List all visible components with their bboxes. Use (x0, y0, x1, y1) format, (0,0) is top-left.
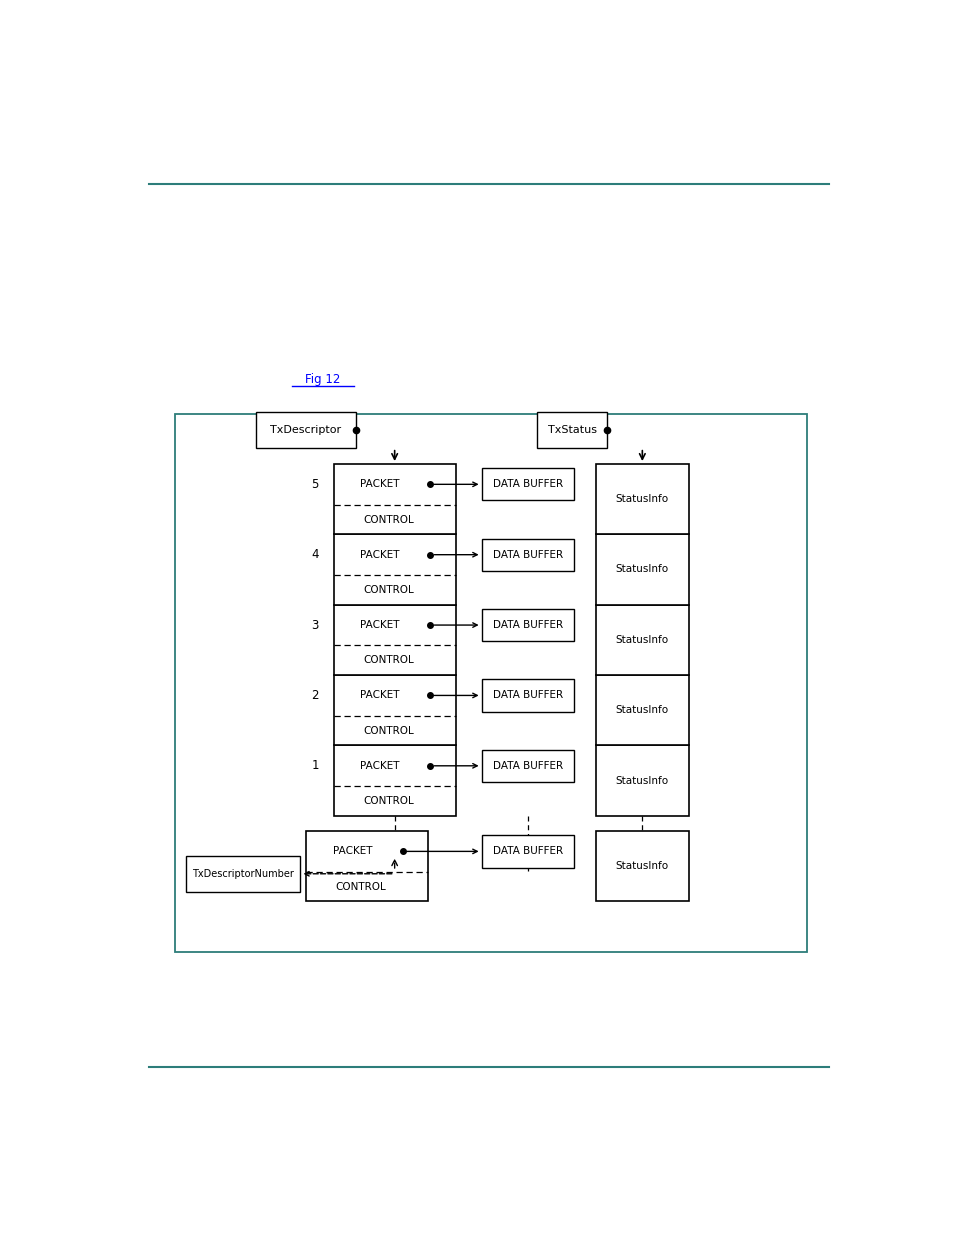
Text: CONTROL: CONTROL (363, 585, 414, 595)
Text: DATA BUFFER: DATA BUFFER (492, 550, 562, 559)
Bar (596, 831, 688, 902)
Text: StatusInfo: StatusInfo (615, 776, 668, 785)
Bar (596, 676, 688, 746)
Text: PACKET: PACKET (360, 690, 399, 700)
Text: PACKET: PACKET (360, 479, 399, 489)
Text: DATA BUFFER: DATA BUFFER (492, 761, 562, 771)
Text: CONTROL: CONTROL (363, 726, 414, 736)
Text: TxDescriptorNumber: TxDescriptorNumber (192, 868, 294, 879)
Text: Fig 12: Fig 12 (305, 373, 340, 385)
Text: StatusInfo: StatusInfo (615, 564, 668, 574)
Text: CONTROL: CONTROL (363, 797, 414, 806)
Bar (596, 535, 688, 605)
Bar (186, 856, 300, 892)
Bar (306, 831, 428, 902)
Bar (481, 679, 574, 711)
Bar (334, 746, 456, 816)
Bar (596, 605, 688, 676)
Text: 2: 2 (311, 689, 318, 701)
Bar (334, 535, 456, 605)
Bar (174, 415, 806, 952)
Text: CONTROL: CONTROL (335, 882, 386, 892)
Text: DATA BUFFER: DATA BUFFER (492, 846, 562, 856)
Bar (334, 464, 456, 535)
Bar (481, 609, 574, 641)
Text: StatusInfo: StatusInfo (615, 705, 668, 715)
Bar (255, 411, 355, 448)
Text: DATA BUFFER: DATA BUFFER (492, 620, 562, 630)
Text: PACKET: PACKET (333, 846, 372, 856)
Bar (596, 746, 688, 816)
Text: DATA BUFFER: DATA BUFFER (492, 690, 562, 700)
Text: StatusInfo: StatusInfo (615, 861, 668, 871)
Bar (481, 468, 574, 500)
Text: 5: 5 (312, 478, 318, 490)
Text: PACKET: PACKET (360, 761, 399, 771)
Bar (334, 605, 456, 676)
Text: DATA BUFFER: DATA BUFFER (492, 479, 562, 489)
Bar (596, 464, 688, 535)
Bar (334, 676, 456, 746)
Text: TxStatus: TxStatus (547, 425, 596, 435)
Bar (537, 411, 606, 448)
Text: CONTROL: CONTROL (363, 656, 414, 666)
Text: CONTROL: CONTROL (363, 515, 414, 525)
Text: 1: 1 (311, 760, 318, 772)
Text: PACKET: PACKET (360, 620, 399, 630)
Text: 3: 3 (312, 619, 318, 631)
Text: StatusInfo: StatusInfo (615, 494, 668, 504)
Text: 4: 4 (311, 548, 318, 561)
Text: PACKET: PACKET (360, 550, 399, 559)
Bar (481, 750, 574, 782)
Bar (481, 835, 574, 867)
Bar (481, 538, 574, 571)
Text: StatusInfo: StatusInfo (615, 635, 668, 645)
Text: TxDescriptor: TxDescriptor (270, 425, 341, 435)
